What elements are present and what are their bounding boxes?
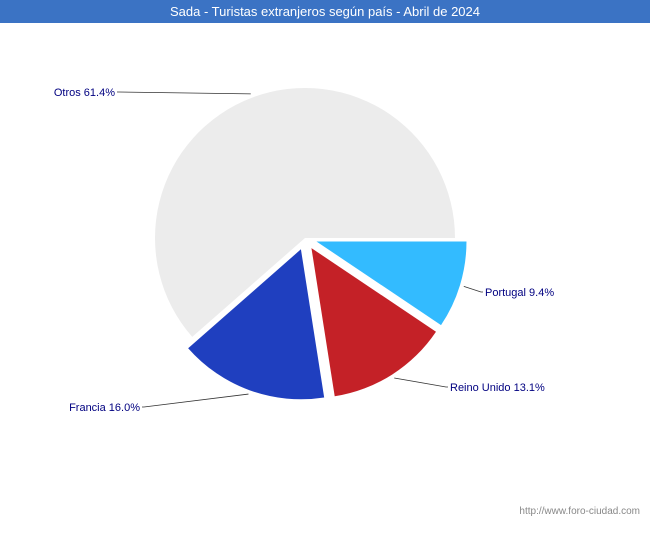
leader-line — [464, 286, 483, 292]
chart-title: Sada - Turistas extranjeros según país -… — [0, 0, 650, 23]
source-link: http://www.foro-ciudad.com — [519, 506, 640, 517]
leader-line — [394, 378, 448, 387]
slice-label-otros: Otros 61.4% — [54, 87, 115, 99]
leader-line — [142, 394, 248, 407]
pie-chart: Portugal 9.4% Reino Unido 13.1% Francia 16… — [0, 23, 650, 523]
pie-svg: Portugal 9.4% Reino Unido 13.1% Francia 16… — [0, 23, 650, 523]
slice-label-reino-unido: Reino Unido 13.1% — [450, 382, 545, 394]
slice-label-portugal: Portugal 9.4% — [485, 287, 554, 299]
leader-line — [117, 92, 251, 94]
slice-label-francia: Francia 16.0% — [69, 402, 140, 414]
